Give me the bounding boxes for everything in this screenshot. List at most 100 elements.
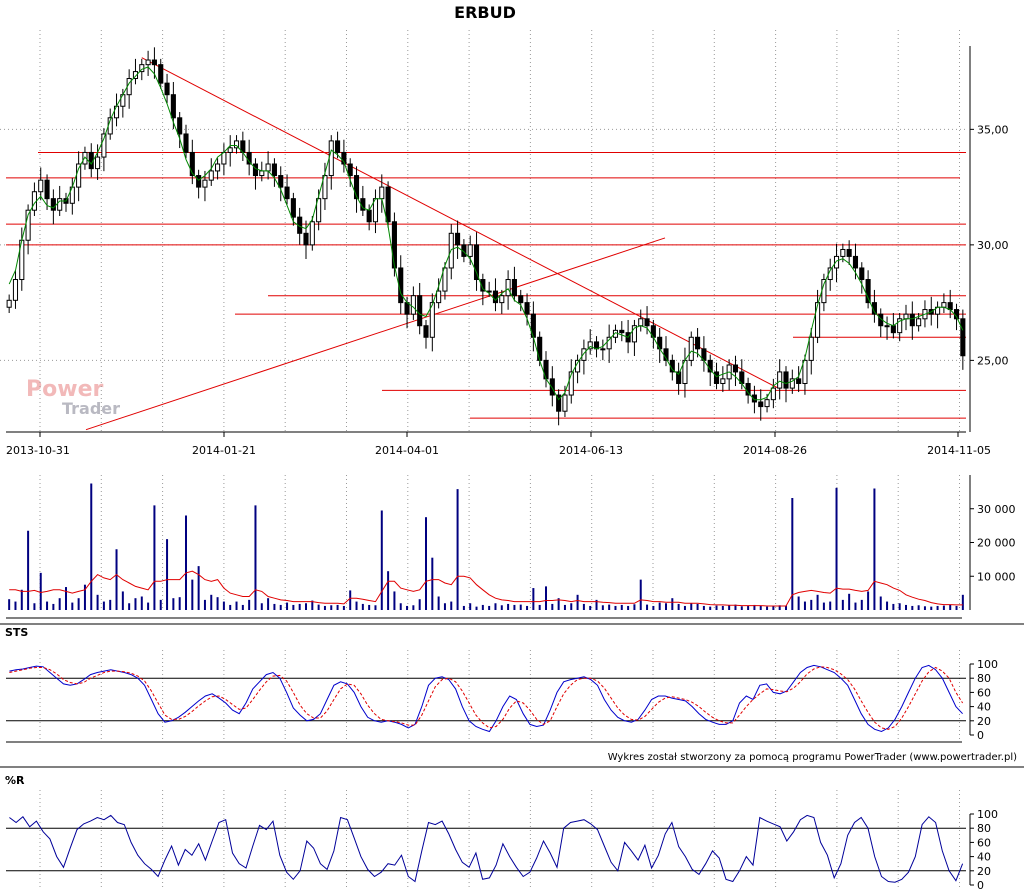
price-candle-body [341, 151, 347, 165]
price-candle-body [840, 248, 846, 257]
price-candle-body [38, 179, 44, 193]
price-candle-body [638, 318, 644, 327]
y-tick-label: 100 [977, 808, 998, 821]
y-tick-label: 30 000 [977, 503, 1016, 516]
price-candle-body [221, 151, 227, 165]
price-candle-body [758, 401, 764, 408]
y-tick-label: 60 [977, 836, 991, 849]
price-y-axis: 25,00 30,00 35,00 [969, 46, 1009, 432]
williams-r-panel-title: %R [5, 774, 25, 787]
y-tick-label: 60 [977, 686, 991, 699]
price-candle-body [25, 209, 31, 241]
y-tick-label: 20 [977, 715, 991, 728]
price-candle-body [802, 359, 808, 384]
price-candle-body [429, 302, 435, 338]
price-candle-body [50, 198, 56, 211]
y-tick-label: 40 [977, 701, 991, 714]
price-candle-body [562, 394, 568, 412]
price-candle-body [859, 267, 865, 281]
price-candle-body [796, 378, 802, 384]
price-candle-body [581, 348, 587, 361]
watermark-logo: Power Trader [26, 377, 120, 418]
price-panel: 25,00 30,00 35,00 2013-10-31 2014-01-21 2014… [0, 30, 1009, 457]
price-candle-body [436, 290, 442, 304]
price-candle-body [265, 163, 271, 172]
price-candle-body [549, 378, 555, 396]
price-candle-body [492, 290, 499, 304]
price-candle-body [335, 140, 341, 153]
powertrader-credit: Wykres został stworzony za pomocą progra… [608, 752, 1017, 763]
price-candle-body [960, 318, 966, 357]
price-candle-body [518, 295, 524, 304]
y-tick-label: 80 [977, 822, 991, 835]
x-tick-label: 2014-06-13 [559, 444, 623, 457]
price-candle-body [101, 133, 107, 158]
price-candle-body [215, 163, 221, 172]
price-candle-body [158, 64, 164, 84]
price-trend-lines [6, 57, 966, 431]
price-candle-body [227, 147, 233, 153]
price-candle-body [278, 175, 284, 188]
date-x-axis: 2013-10-31 2014-01-21 2014-04-01 2014-06-13… [6, 431, 991, 457]
y-tick-label: 35,00 [977, 123, 1009, 136]
volume-grid [6, 475, 962, 619]
price-candle-body [833, 255, 840, 269]
price-candle-body [473, 244, 480, 281]
y-tick-label: 25,00 [977, 354, 1009, 367]
price-candle-body [347, 163, 353, 177]
price-candle-body [499, 295, 505, 304]
sts-k-line [9, 664, 963, 733]
price-candle-body [132, 71, 139, 80]
price-candle-body [524, 302, 530, 315]
price-candle-body [151, 59, 157, 66]
price-candle-body [467, 244, 473, 257]
price-candle-body [916, 318, 922, 327]
price-moving-average-line [8, 66, 964, 401]
watermark-word-power: Power [26, 377, 103, 402]
y-tick-label: 0 [977, 729, 984, 742]
price-candle-body [808, 336, 814, 361]
price-candle-body [303, 232, 309, 246]
price-candle-body [897, 318, 903, 334]
price-candle-body [164, 82, 170, 96]
price-candle-body [455, 232, 461, 246]
price-candle-body [644, 318, 650, 327]
y-tick-label: 80 [977, 672, 991, 685]
price-candle-body [76, 163, 82, 188]
y-tick-label: 40 [977, 851, 991, 864]
price-candle-body [568, 371, 574, 396]
price-candle-body [316, 198, 322, 223]
price-candle-body [884, 325, 890, 328]
price-candle-body [44, 179, 50, 200]
price-candle-body [366, 209, 372, 223]
price-candle-body [391, 221, 397, 269]
price-grid [0, 30, 966, 432]
price-candle-body [770, 387, 776, 401]
price-candle-body [751, 394, 757, 403]
watermark-word-trader: Trader [62, 399, 120, 418]
price-candle-body [252, 163, 259, 177]
price-candle-body [353, 175, 360, 200]
price-candle-body [764, 399, 770, 408]
price-candle-body [442, 267, 448, 292]
price-candle-body [865, 279, 871, 304]
price-candle-body [410, 295, 416, 315]
volume-y-axis: 10 000 20 000 30 000 [969, 475, 1016, 610]
price-candle-body [145, 59, 151, 66]
sts-panel-title: STS [5, 626, 28, 639]
price-candle-body [12, 279, 19, 301]
price-candle-body [846, 248, 852, 257]
price-candle-body [170, 94, 176, 119]
volume-bars [8, 483, 964, 610]
price-candle-body [511, 279, 517, 297]
price-candle-body [284, 186, 290, 200]
price-candle-body [631, 325, 637, 343]
price-candle-body [259, 170, 265, 177]
price-candle-body [606, 336, 612, 350]
price-candle-body [82, 151, 88, 165]
y-tick-label: 0 [977, 879, 984, 892]
price-candles [6, 47, 966, 426]
price-candle-body [196, 175, 202, 188]
